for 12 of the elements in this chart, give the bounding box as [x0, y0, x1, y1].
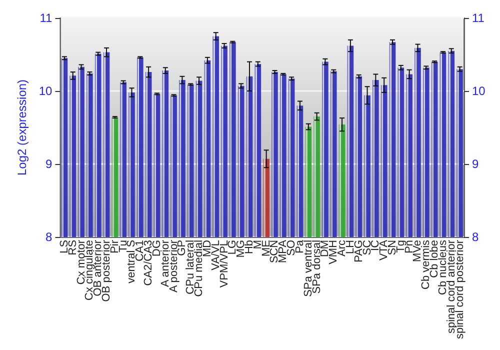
y2-tick-label: 9: [472, 156, 479, 171]
y-tick-label: 10: [38, 84, 53, 98]
y2-tick-label: 10: [472, 84, 486, 98]
y-tick-label: 11: [40, 11, 53, 25]
y-tick-label: 8: [46, 230, 53, 244]
y-axis-title: Log2 (expression): [15, 79, 29, 176]
y2-tick-label: 8: [472, 230, 479, 244]
x-tick-label: Tg: [394, 240, 407, 253]
x-tick-label: spinal cord posterior: [454, 240, 466, 340]
x-tick-label: A posterior: [168, 240, 180, 293]
y2-tick-label: 11: [472, 11, 485, 25]
y-tick-label: 9: [46, 156, 53, 171]
